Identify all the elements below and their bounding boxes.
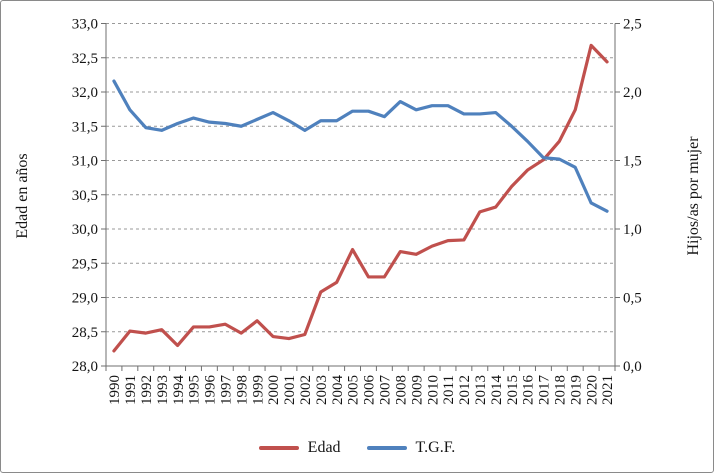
left-axis-tick-label: 30,5 <box>72 188 98 204</box>
right-axis-tick-label: 0,0 <box>623 359 642 375</box>
x-axis-tick-label: 2016 <box>521 375 537 406</box>
legend-item-tgf: T.G.F. <box>366 439 456 457</box>
x-axis-tick-label: 1991 <box>123 375 139 405</box>
left-axis-tick-label: 31,5 <box>72 119 98 135</box>
x-axis-tick-label: 2014 <box>489 375 505 406</box>
x-axis-tick-label: 1994 <box>171 375 187 406</box>
x-axis-tick-label: 1996 <box>203 375 219 406</box>
left-axis-tick-label: 31,0 <box>72 154 98 170</box>
x-axis-tick-label: 2019 <box>568 375 584 405</box>
x-axis-tick-label: 2008 <box>393 375 409 405</box>
x-axis-tick-label: 1995 <box>187 375 203 405</box>
x-axis-tick-label: 2004 <box>330 375 346 406</box>
x-axis-tick-label: 2000 <box>266 375 282 405</box>
legend-item-edad: Edad <box>258 439 341 457</box>
x-axis-tick-label: 2007 <box>378 375 394 406</box>
x-axis-tick-label: 1993 <box>155 375 171 405</box>
left-axis-tick-label: 33,0 <box>72 17 98 33</box>
x-axis-tick-label: 2002 <box>298 375 314 405</box>
x-axis-tick-label: 2020 <box>584 375 600 405</box>
left-axis-title: Edad en años <box>14 153 31 239</box>
right-axis-tick-label: 2,5 <box>623 17 642 33</box>
left-axis-tick-label: 29,0 <box>72 291 98 307</box>
right-axis-tick-label: 1,0 <box>623 222 642 238</box>
x-axis-tick-label: 2001 <box>282 375 298 405</box>
legend-label-edad: Edad <box>307 439 341 456</box>
x-axis-tick-label: 2010 <box>425 375 441 405</box>
x-axis-tick-label: 2011 <box>441 375 457 404</box>
x-axis-tick-label: 1992 <box>139 375 155 405</box>
x-axis-tick-label: 1990 <box>107 375 123 405</box>
legend: Edad T.G.F. <box>1 439 713 457</box>
left-axis-tick-label: 29,5 <box>72 256 98 272</box>
x-axis-tick-label: 2021 <box>600 375 616 405</box>
x-axis-tick-label: 2009 <box>409 375 425 405</box>
x-axis-tick-label: 2017 <box>537 375 553 406</box>
edad-line-swatch <box>258 446 299 450</box>
legend-label-tgf: T.G.F. <box>415 439 456 456</box>
right-axis-title: Hijos/as por mujer <box>685 136 702 256</box>
x-axis-tick-label: 1998 <box>234 375 250 405</box>
x-axis-tick-label: 2018 <box>553 375 569 405</box>
left-axis-tick-label: 28,5 <box>72 325 98 341</box>
x-axis-tick-label: 2005 <box>346 375 362 405</box>
x-axis-tick-label: 2003 <box>314 375 330 405</box>
left-axis-tick-label: 28,0 <box>72 359 98 375</box>
x-axis-tick-label: 2006 <box>362 375 378 406</box>
left-axis-tick-label: 32,5 <box>72 51 98 67</box>
x-axis-tick-label: 1997 <box>218 375 234 406</box>
right-axis-tick-label: 1,5 <box>623 154 642 170</box>
right-axis-tick-label: 0,5 <box>623 291 642 307</box>
tgf-line-swatch <box>366 446 407 450</box>
x-axis-tick-label: 2013 <box>473 375 489 405</box>
x-axis-tick-label: 2012 <box>457 375 473 405</box>
left-axis-tick-label: 30,0 <box>72 222 98 238</box>
x-axis-tick-label: 2015 <box>505 375 521 405</box>
series-line-edad <box>112 43 609 353</box>
x-axis-tick-label: 1999 <box>250 375 266 405</box>
series-line-tgf <box>112 79 609 213</box>
left-axis-tick-label: 32,0 <box>72 85 98 101</box>
right-axis-tick-label: 2,0 <box>623 85 642 101</box>
